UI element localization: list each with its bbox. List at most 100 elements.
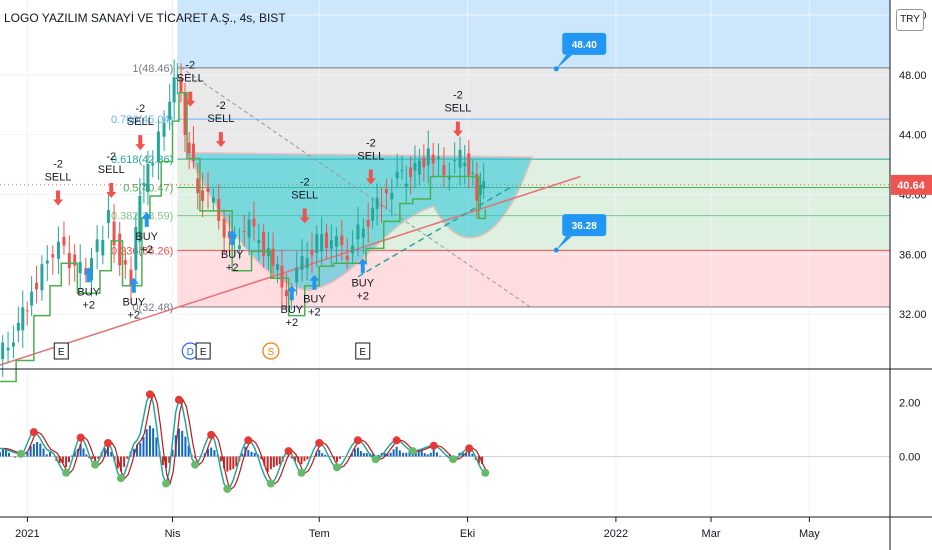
candles	[1, 59, 486, 377]
osc-histogram-bar	[300, 456, 303, 465]
osc-histogram-bar	[184, 436, 187, 457]
candle-body	[40, 264, 44, 291]
osc-histogram-bar	[471, 453, 474, 457]
buy-arrow-icon	[128, 277, 139, 293]
candle-body	[447, 175, 451, 180]
y-tick-label: 32.00	[899, 309, 927, 321]
osc-y-tick-label: 0.00	[899, 452, 920, 464]
signal-label: BUY	[303, 294, 326, 306]
signal-value: -2	[300, 176, 310, 188]
osc-histogram-bar	[29, 445, 32, 457]
osc-histogram-bar	[177, 428, 180, 457]
signal-value: +2	[226, 262, 239, 274]
candle-body	[206, 187, 210, 192]
candle-body	[252, 218, 256, 227]
osc-trough-dot	[91, 460, 100, 469]
candle-body	[237, 245, 241, 250]
signal-label: BUY	[281, 304, 304, 316]
candle-body	[21, 307, 25, 331]
signal-value: +2	[308, 307, 321, 319]
osc-histogram-bar	[123, 456, 126, 467]
sell-arrow-icon	[185, 91, 196, 107]
candle-body	[168, 101, 172, 120]
osc-histogram-bar	[275, 456, 278, 466]
osc-histogram-bar	[362, 453, 365, 457]
osc-histogram-bar	[171, 449, 174, 457]
candle-body	[11, 342, 15, 347]
x-tick-label: 2022	[604, 528, 628, 540]
candle-body	[95, 239, 99, 252]
currency-button[interactable]: TRY	[896, 9, 924, 31]
signal-buy: BUY+2	[351, 258, 375, 302]
callout-text: 36.28	[572, 221, 597, 232]
osc-histogram-bar	[414, 451, 417, 457]
candle-body	[134, 226, 138, 270]
candle-body	[345, 255, 349, 261]
osc-peak-dot	[104, 439, 113, 447]
osc-histogram-bar	[168, 456, 171, 463]
osc-histogram-bar	[253, 452, 256, 457]
osc-histogram-bar	[219, 456, 222, 462]
osc-histogram-bar	[226, 456, 229, 472]
candle-body	[315, 234, 319, 254]
osc-peak-dot	[315, 439, 324, 447]
osc-histogram-bar	[333, 456, 336, 459]
osc-histogram-bar	[213, 450, 216, 457]
signal-value: +2	[128, 310, 141, 322]
osc-histogram-bar	[335, 456, 338, 462]
osc-trough-dot	[408, 447, 417, 456]
osc-histogram-bar	[223, 456, 226, 469]
osc-histogram-bar	[235, 456, 238, 467]
candle-body	[478, 184, 482, 195]
candle-body	[334, 236, 338, 247]
candle-body	[422, 157, 426, 168]
osc-histogram-bar	[165, 456, 168, 469]
sell-arrow-icon	[299, 208, 310, 224]
osc-peak-dot	[207, 430, 216, 439]
candle-body	[118, 233, 122, 266]
osc-histogram-bar	[148, 425, 151, 457]
candle-body	[172, 77, 176, 103]
candle-body	[340, 235, 344, 246]
candle-body	[201, 190, 205, 201]
osc-histogram-bar	[429, 452, 432, 457]
osc-histogram-bar	[136, 444, 139, 457]
osc-histogram-bar	[481, 456, 484, 465]
osc-histogram-bar	[426, 454, 429, 457]
osc-histogram-bar	[356, 447, 359, 457]
osc-histogram-bar	[13, 456, 16, 458]
candle-body	[390, 192, 394, 200]
osc-histogram-bar	[36, 441, 39, 457]
osc-histogram-bar	[82, 448, 85, 457]
osc-histogram-bar	[395, 446, 398, 457]
candle-body	[324, 232, 328, 249]
candle-body	[284, 290, 288, 297]
osc-histogram-bar	[247, 450, 250, 457]
osc-histogram-bar	[139, 443, 142, 457]
split-marker	[262, 342, 280, 360]
sell-arrow-icon	[135, 135, 146, 151]
y-tick-label: 48.00	[899, 70, 927, 82]
osc-histogram-bar	[260, 456, 263, 459]
signal-value: -2	[135, 103, 145, 115]
osc-histogram-bar	[161, 456, 164, 465]
candle-body	[73, 254, 77, 266]
signal-label: SELL	[98, 164, 125, 176]
candle-body	[471, 172, 475, 174]
fib-label: 0.382(38.59)	[111, 211, 173, 223]
osc-histogram-bar	[45, 454, 48, 457]
osc-histogram-bar	[79, 443, 82, 457]
falling-dashed-line	[180, 66, 533, 309]
candle-body	[56, 241, 60, 259]
candle-body	[463, 162, 467, 167]
fib-label: 1(48.46)	[132, 63, 173, 75]
candle-body	[310, 249, 314, 256]
osc-histogram-bar	[152, 428, 155, 457]
signal-label: SELL	[127, 116, 154, 128]
signal-value: -2	[453, 90, 463, 102]
candle-body	[187, 142, 191, 154]
osc-histogram-bar	[303, 456, 306, 462]
osc-histogram-bar	[389, 452, 392, 457]
